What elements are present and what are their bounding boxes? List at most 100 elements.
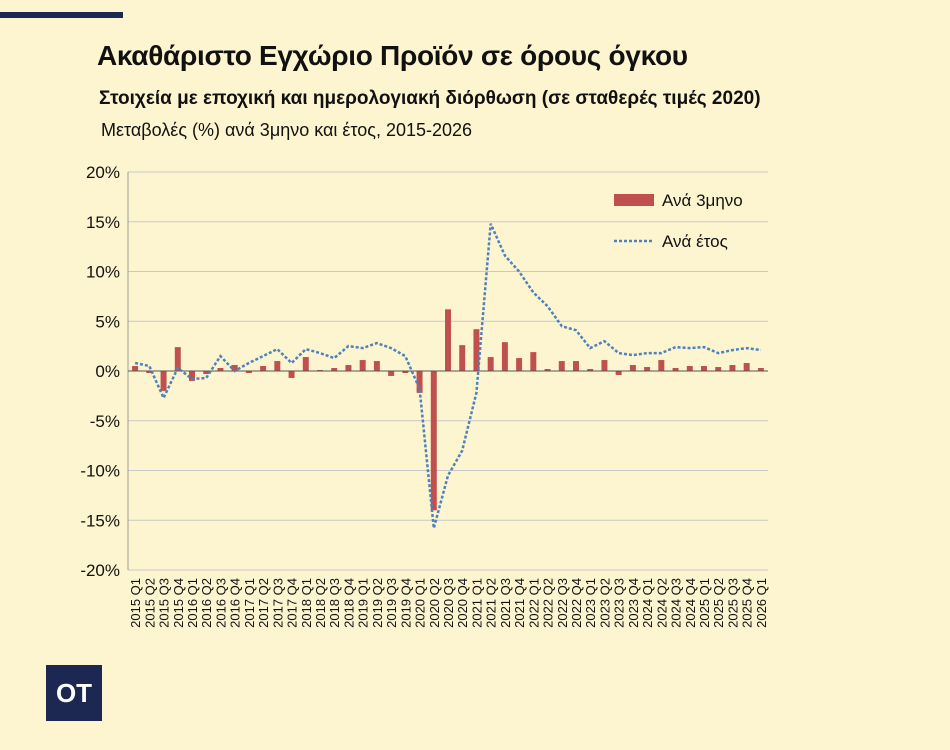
bar	[715, 367, 722, 371]
y-tick-label: 15%	[86, 213, 120, 232]
x-tick-label: 2019 Q3	[384, 578, 399, 628]
x-tick-label: 2015 Q3	[157, 578, 172, 628]
x-tick-label: 2017 Q1	[242, 578, 257, 628]
x-tick-label: 2017 Q2	[256, 578, 271, 628]
bar	[245, 371, 252, 373]
chart-subtitle-units: Μεταβολές (%) ανά 3μηνο και έτος, 2015-2…	[101, 120, 473, 140]
x-tick-label: 2015 Q1	[128, 578, 143, 628]
x-tick-label: 2023 Q1	[583, 578, 598, 628]
bar	[445, 309, 451, 371]
x-tick-label: 2020 Q3	[441, 578, 456, 628]
x-tick-label: 2018 Q1	[299, 578, 314, 628]
legend-label-quarterly: Ανά 3μηνο	[662, 191, 743, 210]
x-tick-label: 2019 Q1	[356, 578, 371, 628]
x-tick-label: 2022 Q1	[526, 578, 541, 628]
bar	[359, 360, 366, 371]
x-tick-label: 2022 Q2	[541, 578, 556, 628]
x-tick-label: 2023 Q4	[626, 578, 641, 628]
x-tick-label: 2015 Q4	[171, 578, 186, 628]
bar	[658, 360, 665, 371]
x-tick-label: 2016 Q4	[228, 578, 243, 628]
bar	[345, 365, 352, 371]
y-tick-label: -10%	[80, 462, 120, 481]
bar	[203, 371, 210, 374]
bar	[302, 357, 309, 371]
bar	[132, 366, 139, 371]
series-line-yearly	[134, 223, 762, 529]
y-tick-label: -15%	[80, 511, 120, 530]
x-tick-label: 2017 Q4	[285, 578, 300, 628]
x-tick-label: 2021 Q1	[469, 578, 484, 628]
bar	[487, 357, 494, 371]
x-tick-label: 2024 Q2	[654, 578, 669, 628]
bar	[501, 342, 508, 371]
x-tick-label: 2025 Q2	[711, 578, 726, 628]
bar	[516, 358, 523, 371]
y-tick-label: -5%	[90, 412, 120, 431]
bar	[686, 366, 693, 371]
x-tick-label: 2025 Q4	[740, 578, 755, 628]
x-tick-label: 2022 Q4	[569, 578, 584, 628]
x-tick-label: 2020 Q1	[413, 578, 428, 628]
y-tick-label: 10%	[86, 263, 120, 282]
ot-logo: OT	[46, 665, 102, 721]
bar	[672, 368, 679, 371]
bar	[644, 367, 651, 371]
bar	[701, 366, 707, 371]
x-tick-label: 2015 Q2	[142, 578, 157, 628]
bar	[587, 369, 594, 371]
x-tick-label: 2018 Q3	[327, 578, 342, 628]
x-tick-label: 2024 Q3	[669, 578, 684, 628]
x-tick-label: 2019 Q2	[370, 578, 385, 628]
x-tick-label: 2018 Q4	[341, 578, 356, 628]
x-tick-label: 2020 Q4	[455, 578, 470, 628]
bar	[629, 365, 636, 371]
bar	[729, 365, 736, 371]
bar	[473, 329, 480, 371]
bar	[615, 371, 622, 375]
x-tick-label: 2016 Q3	[213, 578, 228, 628]
chart-title: Ακαθάριστο Εγχώριο Προϊόν σε όρους όγκου	[97, 40, 688, 71]
x-tick-label: 2016 Q2	[199, 578, 214, 628]
legend-swatch-quarterly	[614, 194, 654, 206]
bar	[274, 361, 281, 371]
top-accent-bar	[0, 12, 123, 18]
x-tick-label: 2024 Q1	[640, 578, 655, 628]
bar	[459, 345, 466, 371]
bar	[573, 361, 579, 371]
x-tick-label: 2019 Q4	[398, 578, 413, 628]
bar	[416, 371, 423, 393]
bar	[402, 371, 409, 373]
bar	[217, 368, 224, 371]
bar	[146, 371, 153, 373]
bar	[160, 371, 167, 391]
x-tick-label: 2025 Q3	[725, 578, 740, 628]
x-tick-label: 2016 Q1	[185, 578, 200, 628]
bar	[288, 371, 295, 378]
legend-label-yearly: Ανά έτος	[662, 232, 728, 251]
bar	[189, 371, 195, 381]
bar	[544, 369, 551, 371]
x-tick-label: 2025 Q1	[697, 578, 712, 628]
y-tick-label: 5%	[95, 312, 120, 331]
bar	[331, 368, 338, 371]
bar	[558, 361, 565, 371]
x-tick-label: 2026 Q1	[754, 578, 769, 628]
x-tick-label: 2021 Q3	[498, 578, 513, 628]
x-tick-label: 2024 Q4	[683, 578, 698, 628]
bar	[388, 371, 395, 376]
bar	[530, 352, 537, 371]
gdp-chart: -20%-15%-10%-5%0%5%10%15%20%2015 Q1 2015 …	[80, 163, 769, 628]
y-tick-label: -20%	[80, 561, 120, 580]
x-tick-label: 2017 Q3	[270, 578, 285, 628]
x-tick-label: 2022 Q3	[555, 578, 570, 628]
y-tick-label: 0%	[95, 362, 120, 381]
chart-subtitle: Στοιχεία με εποχική και ημερολογιακή διό…	[99, 88, 761, 109]
bar	[757, 368, 764, 371]
bar	[430, 371, 437, 511]
x-tick-label: 2023 Q3	[612, 578, 627, 628]
bar	[743, 363, 750, 371]
x-tick-label: 2021 Q4	[512, 578, 527, 628]
x-tick-label: 2018 Q2	[313, 578, 328, 628]
x-tick-label: 2020 Q2	[427, 578, 442, 628]
